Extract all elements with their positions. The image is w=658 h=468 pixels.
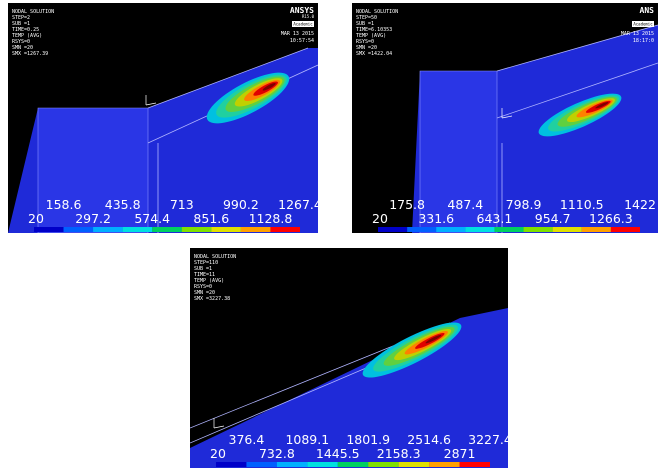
date: MAR 13 2015: [621, 31, 654, 37]
legend-label: 990.2: [223, 197, 259, 212]
legend-label: 1801.9: [346, 432, 390, 447]
legend-swatch: [582, 227, 611, 232]
legend-label: 487.4: [447, 197, 483, 212]
legend-label: 1110.5: [560, 197, 604, 212]
legend-swatch: [93, 227, 123, 232]
legend-label: 20: [28, 211, 44, 226]
legend-label: 574.4: [134, 211, 170, 226]
legend-swatch: [460, 462, 490, 467]
legend-swatch: [524, 227, 553, 232]
legend-label: 1266.3: [589, 211, 633, 226]
legend-label: 798.9: [506, 197, 542, 212]
legend-swatch: [270, 227, 300, 232]
license: Academic: [293, 22, 313, 27]
legend-label: 851.6: [193, 211, 229, 226]
legend-swatch: [241, 227, 271, 232]
version: R15.0: [302, 14, 315, 19]
legend-label: 435.8: [105, 197, 141, 212]
legend-swatch: [152, 227, 182, 232]
legend-swatch: [368, 462, 398, 467]
legend-swatch: [494, 227, 523, 232]
legend-swatch: [182, 227, 212, 232]
legend-label: 158.6: [46, 197, 82, 212]
legend-label: 331.6: [418, 211, 454, 226]
legend-label: 297.2: [75, 211, 111, 226]
legend-label: 954.7: [535, 211, 571, 226]
legend-swatch: [429, 462, 459, 467]
legend-label: 175.8: [389, 197, 425, 212]
legend-label: 3227.4: [468, 432, 512, 447]
legend-swatch: [307, 462, 337, 467]
legend-swatch: [436, 227, 465, 232]
legend-label: 20: [210, 446, 226, 461]
legend-swatch: [246, 462, 276, 467]
legend-label: 643.1: [477, 211, 513, 226]
time: 18:17:0: [633, 38, 654, 44]
header-line: SMX =1422.04: [356, 51, 392, 57]
header-line: SMX =1267.39: [12, 51, 48, 57]
legend-label: 2514.6: [407, 432, 451, 447]
legend-label: 1445.5: [316, 446, 360, 461]
date: MAR 13 2015: [281, 31, 314, 37]
legend-label: 732.8: [259, 446, 295, 461]
legend-swatch: [465, 227, 494, 232]
legend-label: 2158.3: [377, 446, 421, 461]
legend-label: 1128.8: [249, 211, 293, 226]
time: 10:57:54: [290, 38, 314, 44]
legend-swatch: [211, 227, 241, 232]
legend-swatch: [407, 227, 436, 232]
legend-label: 713: [170, 197, 194, 212]
legend-label: 1089.1: [285, 432, 329, 447]
legend-swatch: [553, 227, 582, 232]
legend-swatch: [277, 462, 307, 467]
legend-swatch: [34, 227, 64, 232]
legend-swatch: [611, 227, 640, 232]
panel: NODAL SOLUTIONSTEP=110SUB =1TIME=11TEMP …: [190, 248, 512, 468]
legend-swatch: [399, 462, 429, 467]
legend-swatch: [123, 227, 153, 232]
legend-label: 2871: [444, 446, 476, 461]
legend-swatch: [338, 462, 368, 467]
legend-label: 376.4: [229, 432, 265, 447]
license: Academic: [633, 22, 653, 27]
legend-swatch: [64, 227, 94, 232]
legend-label: 1422: [624, 197, 656, 212]
legend-label: 20: [372, 211, 388, 226]
header-line: SMX =3227.38: [194, 296, 230, 302]
screenshot: NODAL SOLUTIONSTEP=2SUB =1TIME=0.25TEMP …: [0, 0, 658, 468]
brand: ANS: [640, 6, 655, 15]
legend-swatch: [378, 227, 407, 232]
legend-swatch: [216, 462, 246, 467]
legend-label: 1267.4: [278, 197, 322, 212]
